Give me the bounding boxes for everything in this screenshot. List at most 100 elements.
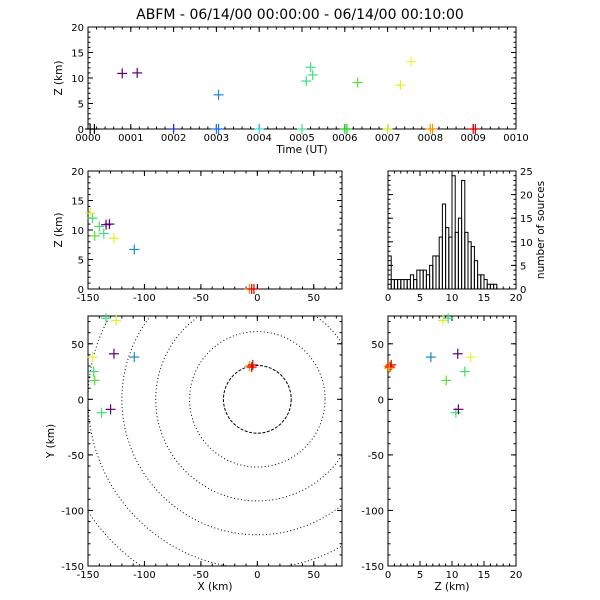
x-z-xtick-label: -150 (77, 293, 100, 304)
histogram-ytick-label: 10 (520, 238, 533, 249)
x-y-ytick-label: -150 (61, 562, 84, 573)
time-z-ytick-label: 0 (78, 125, 84, 136)
x-z-point (87, 213, 98, 224)
time-z-ytick-label: 10 (71, 74, 84, 85)
x-y-point (108, 348, 119, 359)
x-z-ytick-label: 15 (71, 197, 84, 208)
time-z-ytick-label: 20 (71, 23, 84, 34)
time-z-point (382, 124, 393, 134)
time-z-point (168, 124, 179, 134)
range-ring (189, 331, 326, 468)
z-y-xtick-label: 0 (385, 570, 391, 581)
z-y-point (384, 362, 395, 373)
x-y-ytick-label: 50 (71, 340, 84, 351)
z-y-point (465, 352, 476, 363)
z-y-xlabel: Z (km) (434, 581, 469, 593)
x-z-ytick-label: 0 (78, 285, 84, 296)
histogram-bar (387, 255, 392, 290)
x-z-ylabel: Z (km) (53, 212, 65, 247)
x-z-point (85, 207, 96, 218)
x-y-xtick-label: -100 (133, 570, 156, 581)
histogram-xtick-label: 0 (385, 293, 391, 304)
time-z-panel: 0000 0001 0002 0003 0004 0005 0006 0007 0008 0009… (53, 23, 529, 156)
time-z-point (395, 80, 406, 91)
x-z-ytick-label: 10 (71, 226, 84, 237)
z-y-ytick-label: -50 (368, 451, 384, 462)
histogram-ytick-label: 15 (520, 214, 533, 225)
x-y-point (88, 366, 99, 377)
x-z-panel: -150 -100 -50 0 50 0 5 10 15 20 Z (km) (53, 167, 343, 304)
x-z-xtick-label: 0 (254, 293, 260, 304)
time-z-point (89, 124, 100, 134)
time-z-point (305, 62, 316, 73)
time-z-point (213, 124, 224, 134)
range-ring (222, 364, 292, 434)
x-z-point (108, 233, 119, 244)
x-y-point (87, 352, 98, 363)
time-z-point (254, 124, 265, 134)
time-z-xtick-label: 0009 (460, 133, 485, 144)
z-y-point (459, 366, 470, 377)
time-z-point (132, 67, 143, 78)
time-z-point (301, 76, 312, 87)
z-y-ytick-label: -150 (361, 562, 384, 573)
time-z-xtick-label: 0006 (332, 133, 357, 144)
time-z-point (341, 124, 352, 134)
x-y-xtick-label: -50 (193, 570, 209, 581)
page-title: ABFM - 06/14/00 00:00:00 - 06/14/00 00:1… (136, 7, 464, 23)
time-z-point (307, 69, 318, 80)
x-y-point (111, 315, 122, 326)
time-z-ytick-label: 5 (78, 100, 84, 111)
x-z-point (248, 284, 259, 294)
time-z-xtick-label: 0008 (418, 133, 443, 144)
x-y-xtick-label: 50 (307, 570, 320, 581)
range-ring (88, 316, 342, 566)
z-y-xtick-label: 20 (510, 570, 523, 581)
x-z-xtick-label: 50 (307, 293, 320, 304)
x-z-frame (87, 170, 343, 290)
histogram-xtick-label: 20 (510, 293, 523, 304)
histogram-ytick-label: 20 (520, 191, 533, 202)
x-z-xtick-label: -50 (193, 293, 209, 304)
z-y-point (383, 361, 394, 371)
histogram-bar (493, 283, 498, 290)
z-y-point (425, 352, 436, 363)
time-z-ylabel: Z (km) (53, 60, 65, 95)
time-z-ytick-label: 15 (71, 49, 84, 60)
z-y-point (452, 348, 463, 359)
z-y-ytick-label: -100 (361, 506, 384, 517)
time-z-point (470, 124, 481, 134)
x-y-ytick-label: -100 (61, 506, 84, 517)
time-z-point (352, 77, 363, 88)
time-z-xtick-label: 0010 (503, 133, 528, 144)
x-z-xtick-label: -100 (133, 293, 156, 304)
x-y-point (101, 313, 112, 324)
x-y-ylabel: Y (km) (45, 424, 57, 459)
range-ring (121, 316, 342, 536)
x-y-xtick-label: 0 (254, 570, 260, 581)
z-y-point (384, 363, 395, 374)
histogram-ytick-label: 25 (520, 167, 533, 178)
x-y-xlabel: X (km) (197, 581, 232, 593)
x-z-point (104, 219, 115, 230)
histogram-ytick-label: 0 (520, 285, 526, 296)
x-y-point (105, 404, 116, 415)
time-z-xtick-label: 0004 (246, 133, 271, 144)
x-y-ytick-label: -50 (68, 451, 84, 462)
time-z-frame (87, 26, 517, 130)
x-y-point (96, 407, 107, 418)
time-z-point (117, 68, 128, 79)
z-y-point (443, 313, 454, 324)
histogram-xtick-label: 5 (417, 293, 423, 304)
z-y-point (438, 315, 449, 326)
z-y-ytick-label: 50 (371, 340, 384, 351)
time-z-point (427, 124, 438, 134)
range-rings (88, 316, 342, 566)
histogram-xtick-label: 10 (446, 293, 459, 304)
time-z-xtick-label: 0007 (375, 133, 400, 144)
time-z-point (297, 124, 307, 134)
z-y-point (453, 404, 464, 415)
range-ring (155, 316, 342, 502)
